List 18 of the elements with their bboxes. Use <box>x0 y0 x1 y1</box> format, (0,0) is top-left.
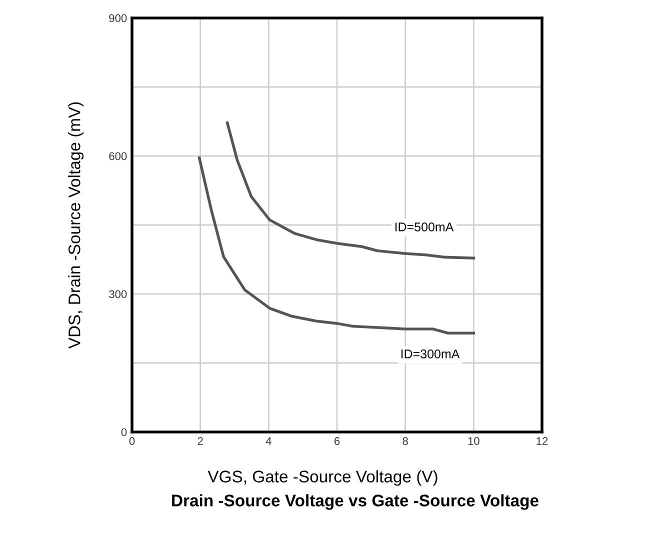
text: Drain -Source Voltage vs Gate -Source Voltage <box>172 494 538 510</box>
y-tick-label: 0 <box>121 428 127 436</box>
x-tick-label: 2 <box>198 437 203 445</box>
y-axis-title: VDS, Drain -Source Voltage (mV) <box>68 102 84 349</box>
x-tick-label: 8 <box>402 437 408 446</box>
y-tick-label: 600 <box>109 152 127 160</box>
x-tick-label: 4 <box>266 437 272 445</box>
annotation: ID=500mA <box>395 222 454 232</box>
line-series <box>198 156 476 334</box>
y-tick-label: 900 <box>109 14 127 22</box>
x-tick-label: 0 <box>129 437 135 446</box>
y-tick-label: 300 <box>109 290 127 298</box>
line-series <box>226 121 476 260</box>
annotation: ID=300mA <box>401 350 460 358</box>
x-tick-label: 6 <box>334 437 340 446</box>
x-axis-title: VGS, Gate -Source Voltage (V) <box>208 470 438 486</box>
x-tick-label: 10 <box>468 437 480 446</box>
x-tick-label: 12 <box>536 437 548 445</box>
